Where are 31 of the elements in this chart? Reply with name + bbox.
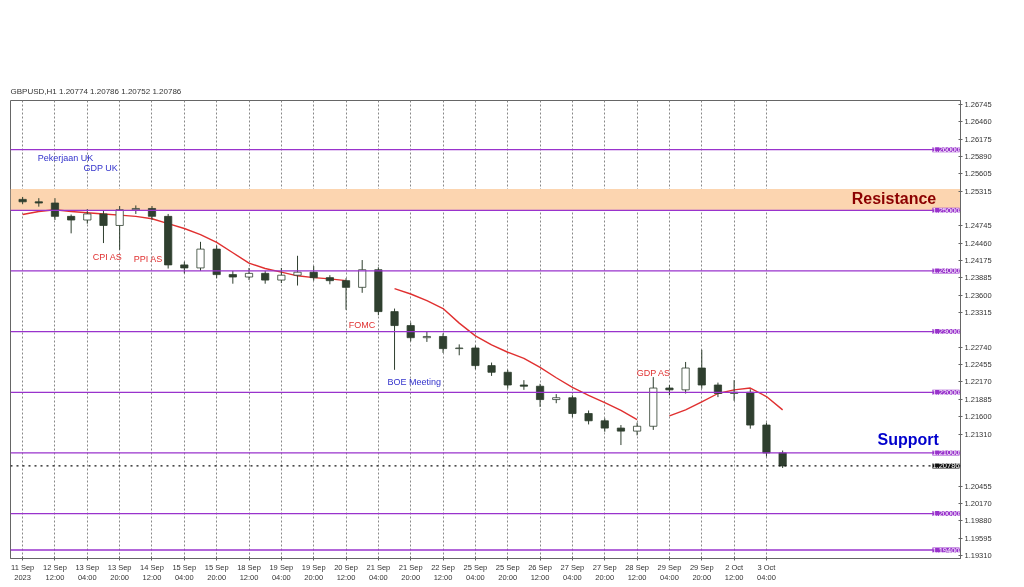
candlestick <box>616 424 625 446</box>
candlestick <box>568 394 577 418</box>
annotation: FOMC <box>348 319 376 330</box>
candlestick <box>422 330 431 343</box>
candlestick <box>439 332 448 354</box>
candlestick <box>341 277 351 311</box>
candlestick <box>196 241 205 272</box>
candlestick <box>406 322 415 342</box>
candlestick <box>519 379 528 391</box>
annotation: GDP AS <box>636 368 670 379</box>
annotation: Pekerjaan UK <box>37 152 94 163</box>
candlestick <box>697 349 706 390</box>
candlestick <box>67 214 76 234</box>
candlestick <box>681 361 690 394</box>
candlestick <box>390 308 399 371</box>
candlestick <box>293 255 302 287</box>
candlestick <box>325 274 334 285</box>
candlestick <box>50 197 60 221</box>
candlestick <box>99 209 108 244</box>
candlestick <box>471 345 480 370</box>
chart-title: GBPUSD,H1 1.20774 1.20786 1.20752 1.20786 <box>10 86 182 96</box>
annotation: GDP UK <box>83 163 118 174</box>
annotation: Resistance <box>851 190 937 208</box>
annotation: CPI AS <box>92 252 122 263</box>
annotation: Support <box>877 430 940 448</box>
candlestick <box>358 259 367 294</box>
annotation: BOE Meeting <box>387 377 442 388</box>
candlestick <box>633 422 642 436</box>
candlestick <box>115 205 124 251</box>
annotation: PPI AS <box>133 253 163 264</box>
candlestick <box>503 369 512 390</box>
